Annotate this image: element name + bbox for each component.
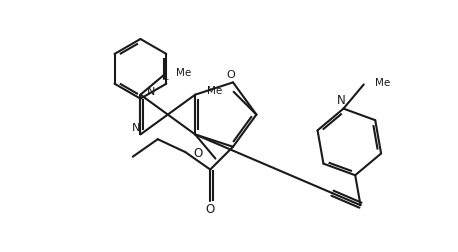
Text: O: O bbox=[206, 203, 215, 216]
Text: N: N bbox=[147, 87, 155, 97]
Text: Me: Me bbox=[207, 86, 223, 96]
Text: Me: Me bbox=[375, 78, 390, 88]
Text: O: O bbox=[226, 70, 235, 80]
Text: N: N bbox=[132, 123, 141, 133]
Text: N: N bbox=[337, 94, 345, 107]
Text: O: O bbox=[193, 147, 202, 160]
Text: Me: Me bbox=[176, 68, 191, 78]
Text: +: + bbox=[161, 75, 169, 84]
